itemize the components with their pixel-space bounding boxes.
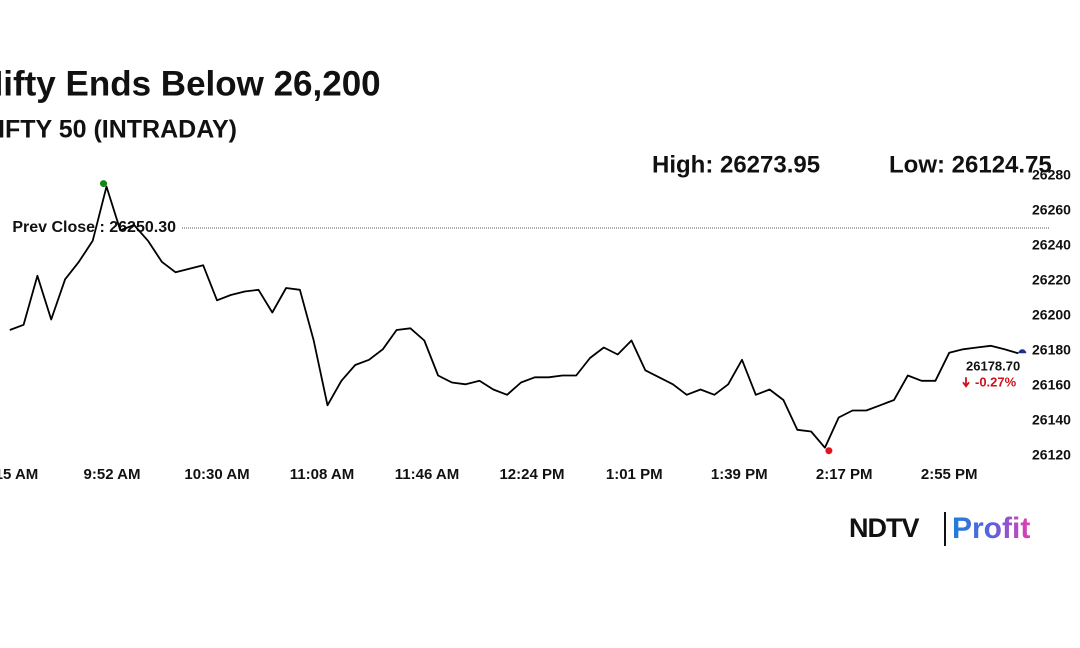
y-tick-label: 26140 — [1032, 412, 1071, 428]
chart-title: Nifty Ends Below 26,200 — [0, 64, 381, 103]
y-tick-label: 26260 — [1032, 202, 1071, 218]
low-marker — [825, 447, 833, 455]
x-tick-label: 10:30 AM — [184, 466, 249, 483]
change-arrow — [962, 377, 970, 388]
x-tick-label: 1:39 PM — [711, 466, 768, 483]
y-tick-label: 26120 — [1032, 447, 1071, 463]
x-tick-label: 1:01 PM — [606, 466, 663, 483]
y-tick-label: 26220 — [1032, 272, 1071, 288]
y-tick-label: 26160 — [1032, 377, 1071, 393]
high-marker — [100, 180, 108, 188]
y-tick-label: 26180 — [1032, 342, 1071, 358]
brand-left: NDTV — [849, 513, 919, 543]
x-tick-label: 11:08 AM — [290, 466, 354, 483]
x-tick-label: 12:24 PM — [499, 466, 564, 483]
high-label: High: 26273.95 — [652, 151, 820, 178]
price-line — [9, 185, 1019, 449]
last-value-label: 26178.70 — [966, 359, 1020, 374]
change-label: -0.27% — [975, 375, 1017, 390]
x-tick-label: 2:55 PM — [921, 466, 978, 483]
x-tick-label: 9:52 AM — [84, 466, 141, 483]
y-tick-label: 26280 — [1032, 167, 1071, 183]
x-tick-label: 11:46 AM — [395, 466, 459, 483]
prev-close-label: Prev Close : 26250.30 — [12, 219, 176, 236]
y-tick-label: 26240 — [1032, 237, 1071, 253]
x-tick-label: 2:17 PM — [816, 466, 873, 483]
y-tick-label: 26200 — [1032, 307, 1071, 323]
x-tick-label: 9:15 AM — [0, 466, 38, 483]
chart-subtitle: NIFTY 50 (INTRADAY) — [0, 116, 237, 144]
brand-right: Profit — [952, 512, 1030, 545]
low-label: Low: 26124.75 — [889, 151, 1052, 178]
last-marker — [1018, 349, 1027, 354]
